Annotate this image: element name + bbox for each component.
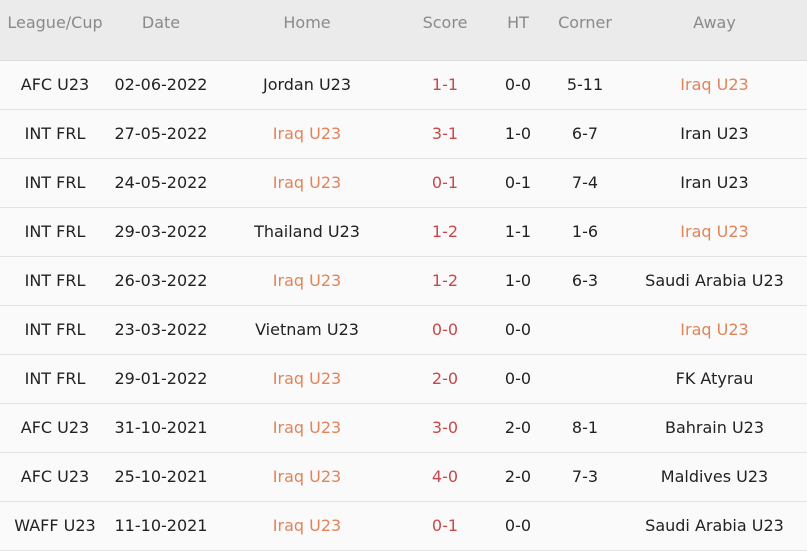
cell-league: INT FRL xyxy=(0,109,110,159)
cell-date: 26-03-2022 xyxy=(110,256,212,306)
cell-away[interactable]: Saudi Arabia U23 xyxy=(622,501,807,551)
cell-league: AFC U23 xyxy=(0,403,110,453)
cell-corner: 6-3 xyxy=(548,256,622,306)
cell-score: 1-2 xyxy=(402,256,488,306)
cell-home[interactable]: Jordan U23 xyxy=(212,60,402,110)
table-row[interactable]: WAFF U23 11-10-2021 Iraq U23 0-1 0-0 Saudi Ar… xyxy=(0,501,807,551)
cell-date: 29-01-2022 xyxy=(110,354,212,404)
header-league: League/Cup xyxy=(0,0,110,61)
cell-corner xyxy=(548,501,622,551)
cell-away[interactable]: Iran U23 xyxy=(622,158,807,208)
table-row[interactable]: INT FRL 29-01-2022 Iraq U23 2-0 0-0 FK Atyrau xyxy=(0,354,807,404)
cell-league: INT FRL xyxy=(0,354,110,404)
cell-home[interactable]: Iraq U23 xyxy=(212,403,402,453)
cell-away[interactable]: FK Atyrau xyxy=(622,354,807,404)
cell-corner: 5-11 xyxy=(548,60,622,110)
table-row[interactable]: INT FRL 27-05-2022 Iraq U23 3-1 1-0 6-7 Iran U… xyxy=(0,109,807,159)
cell-ht: 0-1 xyxy=(488,158,548,208)
cell-ht: 1-0 xyxy=(488,256,548,306)
cell-away[interactable]: Iraq U23 xyxy=(622,305,807,355)
cell-ht: 0-0 xyxy=(488,501,548,551)
cell-score: 1-1 xyxy=(402,60,488,110)
cell-home[interactable]: Iraq U23 xyxy=(212,158,402,208)
header-corner: Corner xyxy=(548,0,622,61)
table-row[interactable]: INT FRL 24-05-2022 Iraq U23 0-1 0-1 7-4 Iran U… xyxy=(0,158,807,208)
cell-ht: 2-0 xyxy=(488,452,548,502)
cell-home[interactable]: Vietnam U23 xyxy=(212,305,402,355)
cell-corner: 6-7 xyxy=(548,109,622,159)
cell-ht: 1-0 xyxy=(488,109,548,159)
cell-date: 25-10-2021 xyxy=(110,452,212,502)
cell-date: 11-10-2021 xyxy=(110,501,212,551)
cell-league: INT FRL xyxy=(0,158,110,208)
table-row[interactable]: INT FRL 23-03-2022 Vietnam U23 0-0 0-0 Iraq U… xyxy=(0,305,807,355)
cell-ht: 0-0 xyxy=(488,305,548,355)
cell-league: AFC U23 xyxy=(0,452,110,502)
table-row[interactable]: INT FRL 26-03-2022 Iraq U23 1-2 1-0 6-3 Saudi … xyxy=(0,256,807,306)
cell-score: 4-0 xyxy=(402,452,488,502)
table-row[interactable]: INT FRL 29-03-2022 Thailand U23 1-2 1-1 1-6 Ir… xyxy=(0,207,807,257)
cell-ht: 1-1 xyxy=(488,207,548,257)
cell-home[interactable]: Iraq U23 xyxy=(212,256,402,306)
cell-home[interactable]: Iraq U23 xyxy=(212,452,402,502)
cell-score: 0-0 xyxy=(402,305,488,355)
cell-league: INT FRL xyxy=(0,305,110,355)
cell-away[interactable]: Iraq U23 xyxy=(622,60,807,110)
cell-corner: 7-3 xyxy=(548,452,622,502)
cell-corner: 8-1 xyxy=(548,403,622,453)
header-ht: HT xyxy=(488,0,548,61)
cell-league: WAFF U23 xyxy=(0,501,110,551)
cell-ht: 0-0 xyxy=(488,354,548,404)
cell-score: 0-1 xyxy=(402,501,488,551)
table-row[interactable]: AFC U23 02-06-2022 Jordan U23 1-1 0-0 5-11 Ira… xyxy=(0,60,807,110)
cell-away[interactable]: Saudi Arabia U23 xyxy=(622,256,807,306)
cell-home[interactable]: Iraq U23 xyxy=(212,109,402,159)
cell-date: 24-05-2022 xyxy=(110,158,212,208)
cell-date: 29-03-2022 xyxy=(110,207,212,257)
cell-home[interactable]: Iraq U23 xyxy=(212,501,402,551)
cell-ht: 2-0 xyxy=(488,403,548,453)
cell-corner: 7-4 xyxy=(548,158,622,208)
cell-score: 2-0 xyxy=(402,354,488,404)
cell-away[interactable]: Iraq U23 xyxy=(622,207,807,257)
cell-away[interactable]: Iran U23 xyxy=(622,109,807,159)
cell-corner: 1-6 xyxy=(548,207,622,257)
header-date: Date xyxy=(110,0,212,61)
cell-away[interactable]: Bahrain U23 xyxy=(622,403,807,453)
cell-date: 02-06-2022 xyxy=(110,60,212,110)
cell-score: 1-2 xyxy=(402,207,488,257)
cell-score: 3-1 xyxy=(402,109,488,159)
cell-league: AFC U23 xyxy=(0,60,110,110)
cell-date: 23-03-2022 xyxy=(110,305,212,355)
cell-league: INT FRL xyxy=(0,207,110,257)
cell-corner xyxy=(548,305,622,355)
cell-away[interactable]: Maldives U23 xyxy=(622,452,807,502)
cell-ht: 0-0 xyxy=(488,60,548,110)
cell-score: 3-0 xyxy=(402,403,488,453)
header-score: Score xyxy=(402,0,488,61)
cell-league: INT FRL xyxy=(0,256,110,306)
header-home: Home xyxy=(212,0,402,61)
cell-home[interactable]: Thailand U23 xyxy=(212,207,402,257)
cell-score: 0-1 xyxy=(402,158,488,208)
table-row[interactable]: AFC U23 31-10-2021 Iraq U23 3-0 2-0 8-1 Bahrai… xyxy=(0,403,807,453)
cell-date: 27-05-2022 xyxy=(110,109,212,159)
cell-date: 31-10-2021 xyxy=(110,403,212,453)
table-row[interactable]: AFC U23 25-10-2021 Iraq U23 4-0 2-0 7-3 Maldiv… xyxy=(0,452,807,502)
table-header: League/Cup Date Home Score HT Corner Away xyxy=(0,0,807,61)
cell-corner xyxy=(548,354,622,404)
header-away: Away xyxy=(622,0,807,61)
cell-home[interactable]: Iraq U23 xyxy=(212,354,402,404)
